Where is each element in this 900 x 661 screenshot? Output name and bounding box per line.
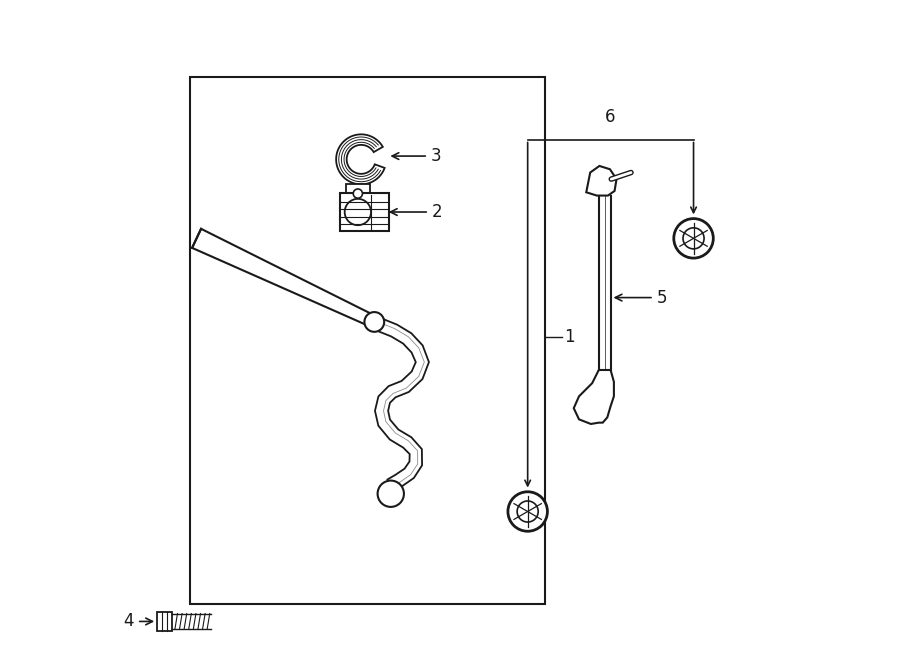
Polygon shape	[192, 229, 377, 327]
Polygon shape	[586, 166, 616, 196]
Circle shape	[518, 501, 538, 522]
Polygon shape	[372, 316, 429, 491]
Bar	[346, 184, 370, 202]
Text: 5: 5	[616, 289, 667, 307]
Text: 2: 2	[391, 203, 443, 221]
Circle shape	[508, 492, 547, 531]
Text: 4: 4	[123, 613, 152, 631]
Circle shape	[353, 189, 363, 198]
Circle shape	[674, 219, 714, 258]
Bar	[339, 193, 389, 231]
Text: 3: 3	[392, 147, 442, 165]
Circle shape	[364, 312, 384, 332]
Circle shape	[378, 481, 404, 507]
Text: 1: 1	[564, 328, 574, 346]
Text: 6: 6	[606, 108, 616, 126]
Polygon shape	[336, 134, 384, 184]
Bar	[190, 77, 545, 603]
Circle shape	[345, 199, 371, 225]
Bar	[158, 612, 172, 631]
Polygon shape	[573, 370, 614, 424]
Circle shape	[683, 228, 704, 249]
